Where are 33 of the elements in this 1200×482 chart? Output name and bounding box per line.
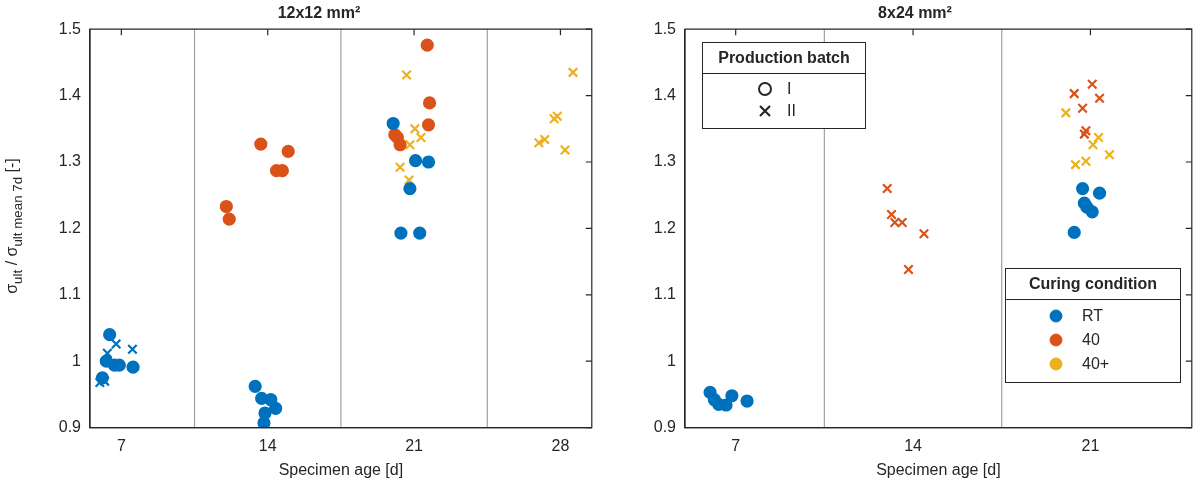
y-tick-label: 1 (72, 351, 82, 369)
y-tick-label: 1.4 (58, 86, 82, 104)
x-tick-label: 7 (116, 436, 126, 454)
y-tick-label: 1 (667, 351, 677, 369)
x-tick-label: 21 (1081, 436, 1100, 454)
legend-label: 40 (1082, 331, 1100, 349)
annotation: Production batch (703, 43, 865, 74)
y-tick-label: 1.5 (58, 19, 82, 37)
x-tick-label: 7 (731, 436, 741, 454)
annotation: II (787, 102, 796, 120)
legend-label: 40+ (1082, 355, 1110, 373)
legend-title: Curing condition (1006, 269, 1180, 300)
y-tick-label: 1.3 (653, 152, 677, 170)
annotation: I (787, 80, 792, 98)
x-tick-label: 21 (405, 436, 424, 454)
y-tick-label: 1.5 (653, 19, 677, 37)
y-tick-label: 1.3 (58, 152, 82, 170)
legend-label: RT (1082, 307, 1104, 325)
chart-title: 8x24 mm² (878, 4, 952, 22)
y-tick-label: 1.1 (58, 285, 82, 303)
y-tick-label: 1.2 (58, 218, 82, 236)
y-tick-label: 0.9 (58, 418, 82, 436)
chart-title: 12x12 mm² (277, 4, 361, 22)
x-axis-title: Specimen age [d] (876, 460, 1001, 478)
x-tick-label: 28 (551, 436, 570, 454)
y-tick-label: 0.9 (653, 418, 677, 436)
y-tick-label: 1.4 (653, 86, 677, 104)
y-tick-label: 1.1 (653, 285, 677, 303)
legend-box: Production batch I II (702, 42, 866, 129)
x-tick-label: 14 (904, 436, 923, 454)
y-tick-label: 1.2 (653, 218, 677, 236)
x-axis-title: Specimen age [d] (278, 460, 404, 478)
x-tick-label: 14 (258, 436, 277, 454)
